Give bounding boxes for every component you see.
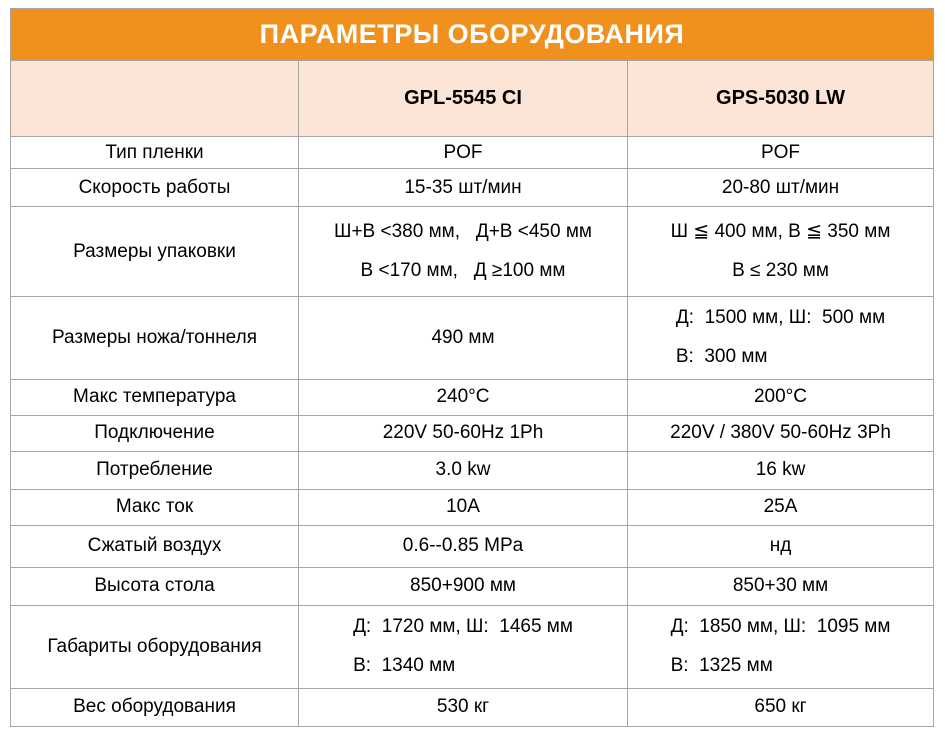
gps-value: 25A bbox=[626, 488, 935, 526]
table-row: Габариты оборудования Д: 1720 мм, Ш: 146… bbox=[10, 604, 935, 689]
gpl-value: 10A bbox=[298, 488, 628, 526]
gps-value: 200°C bbox=[626, 378, 935, 416]
gpl-value: 0.6--0.85 MPa bbox=[298, 524, 628, 568]
gpl-value: 15-35 шт/мин bbox=[298, 168, 628, 207]
table-row: Вес оборудования 530 кг 650 кг bbox=[10, 687, 935, 727]
gpl-value: 220V 50-60Hz 1Ph bbox=[298, 414, 628, 452]
gps-value: 16 kw bbox=[626, 450, 935, 490]
gps-value: 650 кг bbox=[626, 687, 935, 727]
gpl-value: 490 мм bbox=[298, 296, 628, 380]
table-row: Скорость работы 15-35 шт/мин 20-80 шт/ми… bbox=[10, 168, 935, 207]
row-label: Высота стола bbox=[10, 566, 299, 606]
gpl-value: Д: 1720 мм, Ш: 1465 мм В: 1340 мм bbox=[298, 604, 628, 689]
table-row: Макс температура 240°C 200°C bbox=[10, 378, 935, 416]
model-header-row: GPL-5545 CI GPS-5030 LW bbox=[10, 60, 935, 137]
gpl-value: 3.0 kw bbox=[298, 450, 628, 490]
table-row: Сжатый воздух 0.6--0.85 MPa нд bbox=[10, 524, 935, 568]
table-row: Макс ток 10A 25A bbox=[10, 488, 935, 526]
table-title: ПАРАМЕТРЫ ОБОРУДОВАНИЯ bbox=[9, 8, 935, 61]
gps-value: 850+30 мм bbox=[626, 566, 935, 606]
gps-value: POF bbox=[626, 136, 935, 169]
gps-value: нд bbox=[626, 524, 935, 568]
equipment-parameters-table: ПАРАМЕТРЫ ОБОРУДОВАНИЯ GPL-5545 CI GPS-5… bbox=[9, 8, 935, 727]
row-label: Подключение bbox=[10, 414, 299, 452]
gps-value: 20-80 шт/мин bbox=[626, 168, 935, 207]
row-label: Сжатый воздух bbox=[10, 524, 299, 568]
model2-header: GPS-5030 LW bbox=[626, 60, 935, 137]
row-label: Макс ток bbox=[10, 488, 299, 526]
table-row: Размеры упаковки Ш+В <380 мм, Д+В <450 м… bbox=[10, 206, 935, 297]
gps-value: Д: 1500 мм, Ш: 500 мм В: 300 мм bbox=[626, 296, 935, 380]
gpl-value: Ш+В <380 мм, Д+В <450 мм В <170 мм, Д ≥1… bbox=[298, 206, 628, 297]
row-label: Габариты оборудования bbox=[10, 604, 299, 689]
corner-cell bbox=[10, 60, 299, 137]
table-row: Тип пленки POF POF bbox=[10, 136, 935, 169]
table-row: Подключение 220V 50-60Hz 1Ph 220V / 380V… bbox=[10, 414, 935, 452]
gps-value: 220V / 380V 50-60Hz 3Ph bbox=[626, 414, 935, 452]
row-label: Потребление bbox=[10, 450, 299, 490]
model1-header: GPL-5545 CI bbox=[298, 60, 628, 137]
row-label: Макс температура bbox=[10, 378, 299, 416]
gpl-value: 240°C bbox=[298, 378, 628, 416]
gps-value-text: Д: 1850 мм, Ш: 1095 мм В: 1325 мм bbox=[670, 615, 891, 676]
row-label: Тип пленки bbox=[10, 136, 299, 169]
row-label: Размеры упаковки bbox=[10, 206, 299, 297]
gps-value-text: Д: 1500 мм, Ш: 500 мм В: 300 мм bbox=[675, 307, 886, 367]
title-row: ПАРАМЕТРЫ ОБОРУДОВАНИЯ bbox=[9, 8, 935, 61]
gpl-value: 850+900 мм bbox=[298, 566, 628, 606]
gpl-value: 530 кг bbox=[298, 687, 628, 727]
gpl-value-text: Д: 1720 мм, Ш: 1465 мм В: 1340 мм bbox=[353, 615, 573, 676]
gps-value: Ш ≦ 400 мм, В ≦ 350 мм В ≤ 230 мм bbox=[626, 206, 935, 297]
table-row: Высота стола 850+900 мм 850+30 мм bbox=[10, 566, 935, 606]
row-label: Вес оборудования bbox=[10, 687, 299, 727]
row-label: Размеры ножа/тоннеля bbox=[10, 296, 299, 380]
gps-value: Д: 1850 мм, Ш: 1095 мм В: 1325 мм bbox=[626, 604, 935, 689]
gpl-value: POF bbox=[298, 136, 628, 169]
row-label: Скорость работы bbox=[10, 168, 299, 207]
table-row: Размеры ножа/тоннеля 490 мм Д: 1500 мм, … bbox=[10, 296, 935, 380]
table-row: Потребление 3.0 kw 16 kw bbox=[10, 450, 935, 490]
